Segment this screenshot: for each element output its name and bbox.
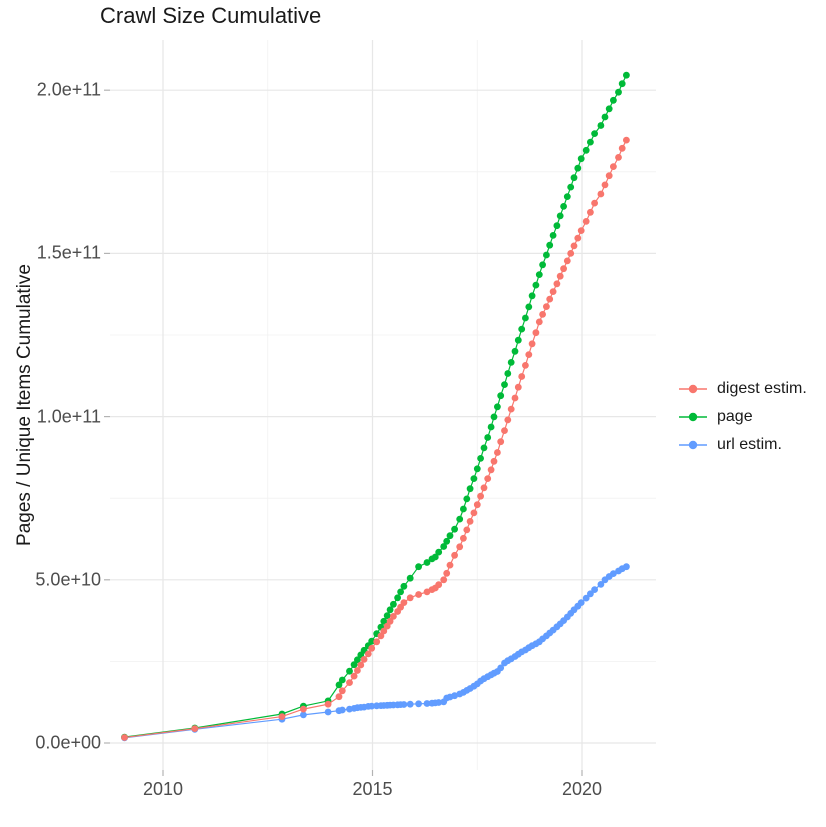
- grid-minor: [110, 40, 656, 770]
- y-axis-title: Pages / Unique Items Cumulative: [14, 264, 35, 546]
- x-tick-label: 2015: [352, 779, 393, 799]
- legend: digest estim. page url estim.: [678, 380, 807, 453]
- legend-label: page: [717, 407, 753, 425]
- axis-tick-marks: [104, 89, 583, 776]
- legend-key-digest-icon: [679, 384, 707, 393]
- y-tick-label: 5.0e+10: [35, 569, 101, 590]
- legend-label: url estim.: [717, 435, 782, 453]
- series-digest-estim: [121, 136, 630, 741]
- legend-key-url-icon: [679, 440, 707, 449]
- legend-item-digest-estim: digest estim.: [678, 380, 807, 397]
- y-tick-label: 1.0e+11: [36, 406, 101, 427]
- series-page: [121, 71, 630, 741]
- y-tick-label: 1.5e+11: [36, 242, 101, 263]
- legend-item-url-estim: url estim.: [678, 436, 807, 453]
- series-url-estim: [121, 563, 630, 742]
- x-tick-label: 2020: [561, 779, 603, 799]
- x-tick-label: 2010: [142, 779, 184, 799]
- legend-label: digest estim.: [717, 379, 807, 397]
- y-tick-label: 2.0e+11: [36, 79, 101, 100]
- legend-item-page: page: [678, 408, 807, 425]
- legend-key-page-icon: [679, 412, 707, 421]
- grid-major: [110, 40, 656, 770]
- chart-title: Crawl Size Cumulative: [100, 3, 322, 28]
- y-tick-label: 0.0e+00: [35, 732, 101, 753]
